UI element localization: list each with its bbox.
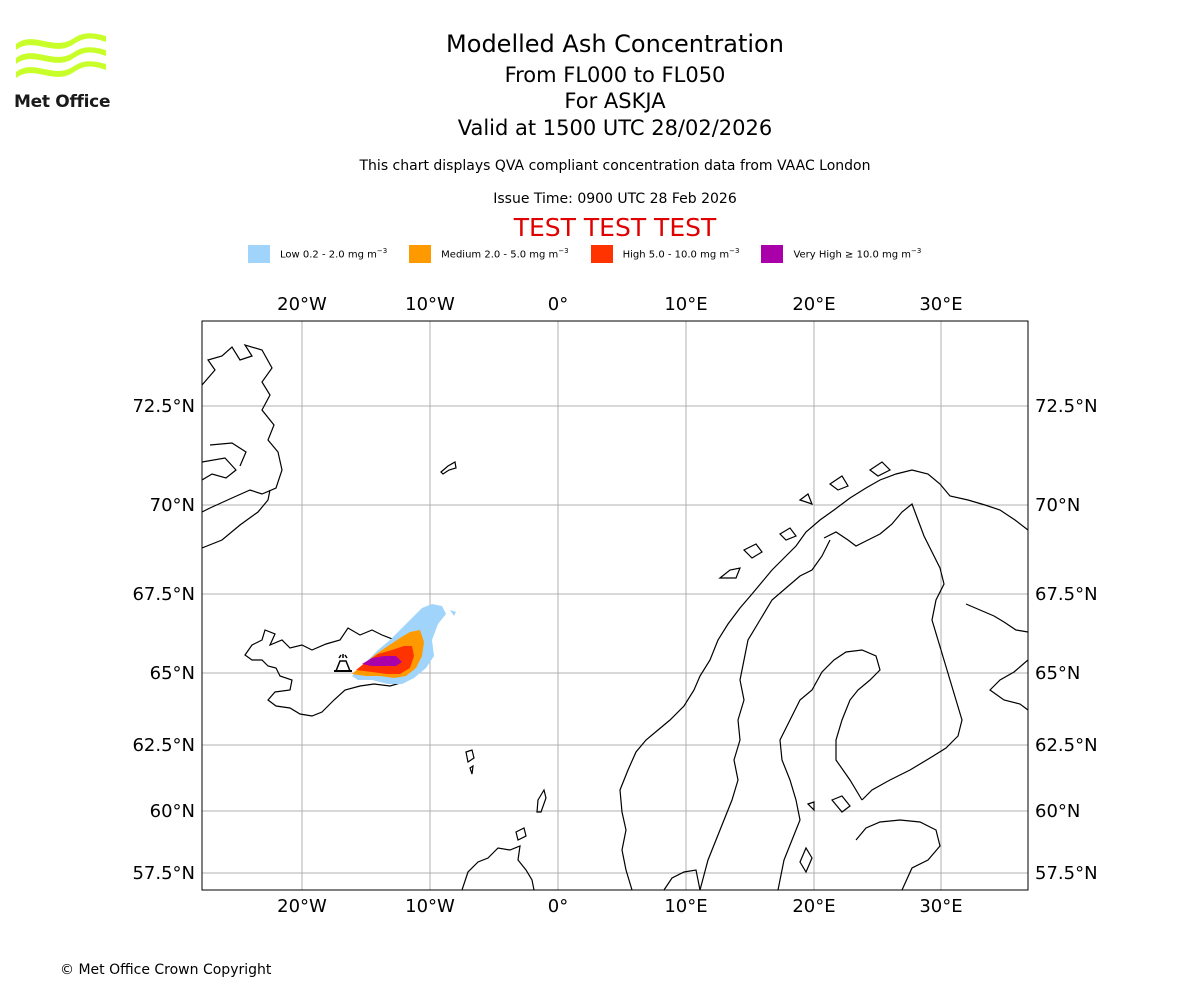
issue-time: Issue Time: 0900 UTC 28 Feb 2026 [493,191,737,207]
lat-label: 65°N [1035,663,1080,684]
legend-item-very-high: Very High ≥ 10.0 mg m−3 [761,245,921,263]
graticule [202,321,1028,890]
lon-label: 20°E [792,896,835,917]
legend-swatch-high [590,245,613,263]
lat-label: 67.5°N [132,584,195,605]
coast-denmark [663,869,701,890]
lat-label: 57.5°N [1035,863,1098,884]
flight-level-range: From FL000 to FL050 [504,63,726,87]
lon-label: 20°W [277,896,327,917]
lat-label: 62.5°N [1035,735,1098,756]
lat-label: 60°N [1035,801,1080,822]
coast-orkney [515,827,527,841]
coast-norway [619,469,1028,890]
met-office-logo [16,33,106,78]
lon-labels-top: 20°W 10°W 0° 10°E 20°E 30°E [277,294,962,315]
lat-label: 70°N [150,495,195,516]
lat-label: 72.5°N [132,396,195,417]
lat-label: 57.5°N [132,863,195,884]
coast-northern-islands [718,461,892,579]
coastlines [202,343,1028,890]
chart-title: Modelled Ash Concentration [446,30,784,58]
copyright: © Met Office Crown Copyright [60,962,272,978]
coast-gotland [799,846,813,874]
compliance-note: This chart displays QVA compliant concen… [359,158,871,174]
ash-very-high [362,656,402,666]
coast-kola [965,603,1028,711]
legend-label-low: Low 0.2 - 2.0 mg m−3 [280,247,388,261]
coast-aland [806,795,851,813]
legend-swatch-low [248,245,270,263]
valid-time: Valid at 1500 UTC 28/02/2026 [457,116,773,140]
coast-finland [823,503,963,801]
coast-shetland [536,788,547,813]
lon-label: 20°E [792,294,835,315]
legend-label-high: High 5.0 - 10.0 mg m−3 [622,247,740,261]
lat-label: 70°N [1035,495,1080,516]
lon-label: 30°E [919,896,962,917]
lon-labels-bottom: 20°W 10°W 0° 10°E 20°E 30°E [277,896,962,917]
legend-label-medium: Medium 2.0 - 5.0 mg m−3 [441,247,569,261]
coast-faroe [465,749,475,775]
coast-sweden [699,539,881,890]
coast-scotland [461,845,535,890]
coast-greenland [202,343,283,549]
lat-label: 60°N [150,801,195,822]
logo-text: Met Office [14,92,111,112]
volcano-icon [334,654,352,672]
test-banner: TEST TEST TEST [513,213,717,242]
coast-estonia [855,819,941,890]
lon-label: 10°E [664,896,707,917]
lat-label: 67.5°N [1035,584,1098,605]
lat-labels-left: 72.5°N 70°N 67.5°N 65°N 62.5°N 60°N 57.5… [132,396,195,884]
lon-label: 0° [548,896,568,917]
lat-label: 65°N [150,663,195,684]
legend-swatch-very-high [761,245,784,263]
legend-item-high: High 5.0 - 10.0 mg m−3 [590,245,740,263]
lat-label: 72.5°N [1035,396,1098,417]
coast-jan-mayen [440,461,457,475]
legend-item-low: Low 0.2 - 2.0 mg m−3 [248,245,387,263]
map-content [202,321,1028,890]
legend-item-medium: Medium 2.0 - 5.0 mg m−3 [409,245,569,263]
lon-label: 10°W [405,294,455,315]
legend: Low 0.2 - 2.0 mg m−3 Medium 2.0 - 5.0 mg… [248,244,943,264]
lat-labels-right: 72.5°N 70°N 67.5°N 65°N 62.5°N 60°N 57.5… [1035,396,1098,884]
lon-label: 20°W [277,294,327,315]
lat-label: 62.5°N [132,735,195,756]
legend-label-very-high: Very High ≥ 10.0 mg m−3 [793,247,922,261]
lon-label: 10°E [664,294,707,315]
legend-swatch-medium [409,245,432,263]
volcano-name: For ASKJA [564,89,666,113]
ash-plume [352,604,456,684]
lon-label: 10°W [405,896,455,917]
lon-label: 0° [548,294,568,315]
map-frame [201,320,1029,891]
lon-label: 30°E [919,294,962,315]
